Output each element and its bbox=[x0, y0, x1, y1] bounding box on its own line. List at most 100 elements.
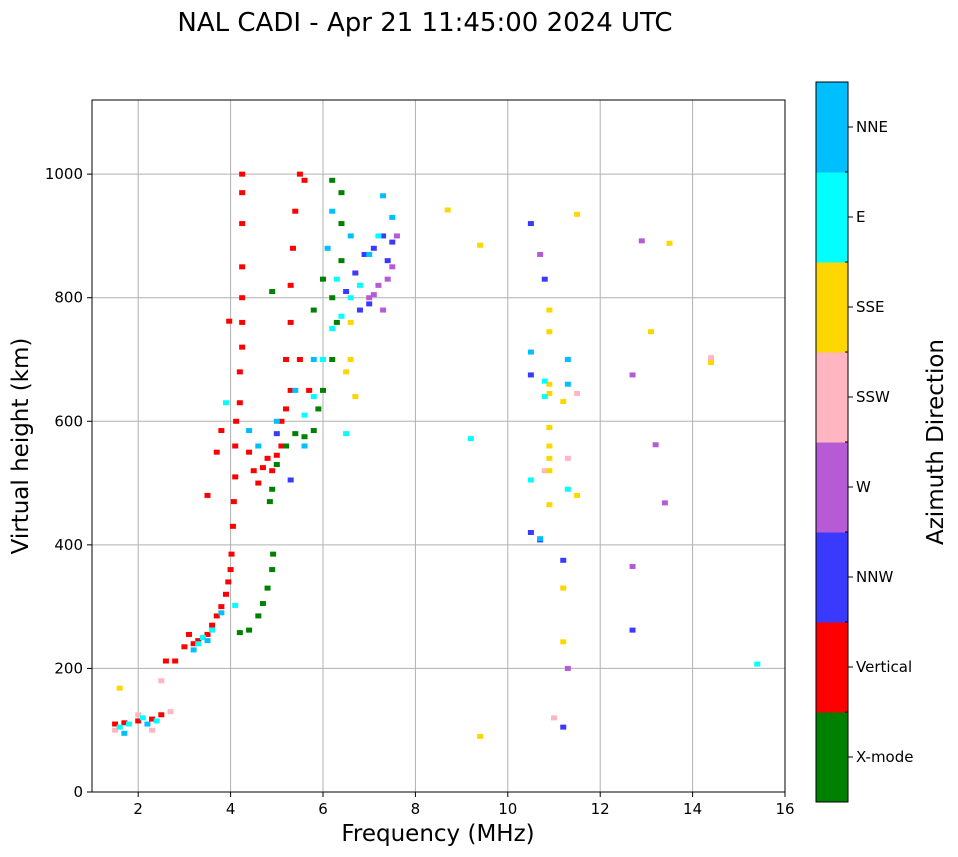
echo-point-vertical bbox=[239, 264, 246, 270]
echo-point-nne bbox=[347, 233, 354, 239]
echo-point-e bbox=[301, 412, 308, 418]
echo-point-nne bbox=[329, 208, 336, 214]
echo-point-ssw bbox=[574, 390, 581, 396]
echo-point-vertical bbox=[236, 400, 243, 406]
echo-point-vertical bbox=[259, 465, 266, 471]
echo-point-x-mode bbox=[266, 499, 273, 505]
echo-point-ssw bbox=[158, 678, 165, 684]
y-tick-label: 800 bbox=[54, 289, 83, 307]
echo-point-vertical bbox=[172, 658, 179, 664]
echo-point-vertical bbox=[186, 631, 193, 637]
echo-point-e bbox=[375, 233, 382, 239]
echo-point-vertical bbox=[213, 613, 220, 619]
echo-point-e bbox=[356, 282, 363, 288]
echo-point-sse bbox=[444, 207, 451, 213]
echo-point-w bbox=[389, 264, 396, 270]
echo-point-sse bbox=[546, 329, 553, 335]
echo-point-ssw bbox=[541, 468, 548, 474]
echo-point-e bbox=[116, 724, 123, 730]
echo-point-x-mode bbox=[270, 551, 277, 557]
echo-point-vertical bbox=[218, 604, 225, 610]
echo-point-sse bbox=[546, 443, 553, 449]
echo-point-ssw bbox=[112, 727, 119, 733]
echo-point-vertical bbox=[239, 171, 246, 177]
echo-point-ssw bbox=[564, 455, 571, 461]
echo-point-vertical bbox=[149, 716, 156, 722]
echo-point-nne bbox=[389, 214, 396, 220]
echo-point-x-mode bbox=[292, 431, 299, 437]
echo-point-vertical bbox=[222, 591, 229, 597]
echo-point-sse bbox=[343, 369, 350, 375]
echo-point-sse bbox=[546, 468, 553, 474]
echo-point-vertical bbox=[190, 641, 197, 647]
echo-point-x-mode bbox=[338, 258, 345, 264]
echo-point-w bbox=[564, 665, 571, 671]
echo-point-x-mode bbox=[310, 428, 317, 434]
echo-point-vertical bbox=[158, 712, 165, 718]
echo-point-e bbox=[310, 394, 317, 400]
echo-point-vertical bbox=[213, 449, 220, 455]
echo-point-vertical bbox=[204, 631, 211, 637]
colorbar-segment bbox=[816, 712, 848, 803]
echo-point-vertical bbox=[278, 443, 285, 449]
echo-point-vertical bbox=[230, 499, 237, 505]
echo-point-vertical bbox=[204, 492, 211, 498]
colorbar-segment bbox=[816, 82, 848, 173]
echo-point-nne bbox=[301, 443, 308, 449]
grid-lines bbox=[92, 100, 786, 793]
echo-point-e bbox=[541, 394, 548, 400]
colorbar-segment bbox=[816, 172, 848, 263]
echo-point-nnw bbox=[560, 557, 567, 563]
echo-point-w bbox=[629, 372, 636, 378]
echo-point-sse bbox=[477, 733, 484, 739]
echo-point-nne bbox=[527, 349, 534, 355]
echo-point-e bbox=[139, 715, 146, 721]
echo-point-e bbox=[199, 635, 206, 641]
echo-point-nne bbox=[366, 251, 373, 257]
y-tick-label: 0 bbox=[73, 783, 83, 801]
echo-point-ssw bbox=[551, 715, 557, 721]
echo-point-nne bbox=[537, 536, 544, 542]
x-tick-label: 10 bbox=[498, 800, 517, 818]
echo-point-x-mode bbox=[329, 177, 336, 183]
echo-point-vertical bbox=[181, 644, 188, 650]
echo-point-e bbox=[329, 326, 336, 332]
echo-point-nne bbox=[292, 387, 299, 393]
echo-point-vertical bbox=[135, 718, 142, 724]
echo-point-vertical bbox=[306, 387, 313, 393]
echo-point-ssw bbox=[167, 709, 174, 715]
echo-point-nnw bbox=[527, 372, 534, 378]
echo-point-nne bbox=[246, 428, 253, 434]
echo-point-vertical bbox=[236, 369, 243, 375]
echo-point-sse bbox=[352, 394, 359, 400]
echo-point-vertical bbox=[292, 208, 299, 214]
echo-point-vertical bbox=[287, 387, 294, 393]
echo-point-x-mode bbox=[333, 319, 340, 325]
echo-point-e bbox=[541, 378, 548, 384]
echo-point-vertical bbox=[283, 406, 290, 412]
echo-point-vertical bbox=[255, 480, 262, 486]
echo-point-e bbox=[195, 641, 202, 647]
echo-point-vertical bbox=[239, 319, 246, 325]
echo-point-x-mode bbox=[259, 601, 266, 607]
colorbar-tick-label: X-mode bbox=[856, 748, 913, 766]
echo-point-x-mode bbox=[236, 630, 243, 636]
colorbar-tick-label: SSW bbox=[856, 388, 890, 406]
x-tick-label: 4 bbox=[226, 800, 236, 818]
echo-point-nnw bbox=[384, 258, 391, 264]
echo-point-vertical bbox=[225, 579, 232, 585]
colorbar-tick-label: NNW bbox=[856, 568, 893, 586]
colorbar-tick-label: W bbox=[856, 478, 871, 496]
echo-point-nnw bbox=[389, 239, 396, 245]
colorbar-segment bbox=[816, 532, 848, 623]
echo-point-vertical bbox=[289, 245, 296, 251]
echo-point-sse bbox=[546, 424, 553, 430]
echo-point-e bbox=[320, 357, 326, 362]
echo-point-vertical bbox=[112, 721, 119, 727]
echo-point-sse bbox=[546, 455, 553, 461]
echo-point-e bbox=[467, 436, 474, 442]
echo-point-ssw bbox=[149, 727, 156, 733]
colorbar-frame bbox=[815, 81, 849, 803]
echo-point-x-mode bbox=[255, 613, 262, 619]
